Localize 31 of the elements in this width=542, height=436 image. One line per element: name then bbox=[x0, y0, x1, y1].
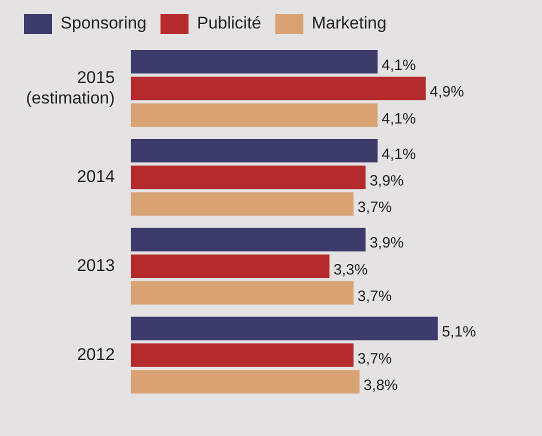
data-label: 3,9% bbox=[370, 172, 404, 190]
data-label: 3,8% bbox=[364, 376, 398, 394]
legend-label: Sponsoring bbox=[60, 14, 147, 33]
legend-label: Marketing bbox=[312, 14, 386, 33]
bar bbox=[130, 316, 438, 340]
bar bbox=[130, 343, 354, 367]
bar bbox=[130, 228, 366, 252]
bar bbox=[130, 254, 330, 278]
data-label: 3,3% bbox=[333, 261, 368, 278]
data-label: 3,9% bbox=[370, 234, 404, 252]
y-tick-label: 2012 bbox=[76, 344, 115, 364]
bar bbox=[130, 50, 378, 74]
data-label: 4,1% bbox=[382, 110, 416, 128]
bar bbox=[130, 103, 378, 127]
data-label: 5,1% bbox=[442, 324, 476, 341]
data-label: 3,7% bbox=[358, 288, 392, 306]
data-label: 3,7% bbox=[358, 350, 392, 368]
y-tick-label: 2015 (estimation) bbox=[26, 68, 115, 108]
y-tick-label: 2013 bbox=[76, 256, 115, 275]
data-label: 3,7% bbox=[358, 199, 392, 216]
data-label: 4,1% bbox=[382, 56, 416, 74]
data-label: 4,1% bbox=[382, 146, 416, 163]
data-label: 4,9% bbox=[430, 84, 464, 101]
bar bbox=[130, 166, 366, 190]
bar bbox=[130, 192, 354, 216]
legend-label: Publicité bbox=[197, 14, 262, 33]
bar bbox=[130, 281, 354, 305]
y-tick-label: 2014 bbox=[76, 167, 115, 186]
bar bbox=[130, 370, 360, 394]
bar bbox=[130, 138, 378, 162]
bar bbox=[130, 76, 426, 100]
